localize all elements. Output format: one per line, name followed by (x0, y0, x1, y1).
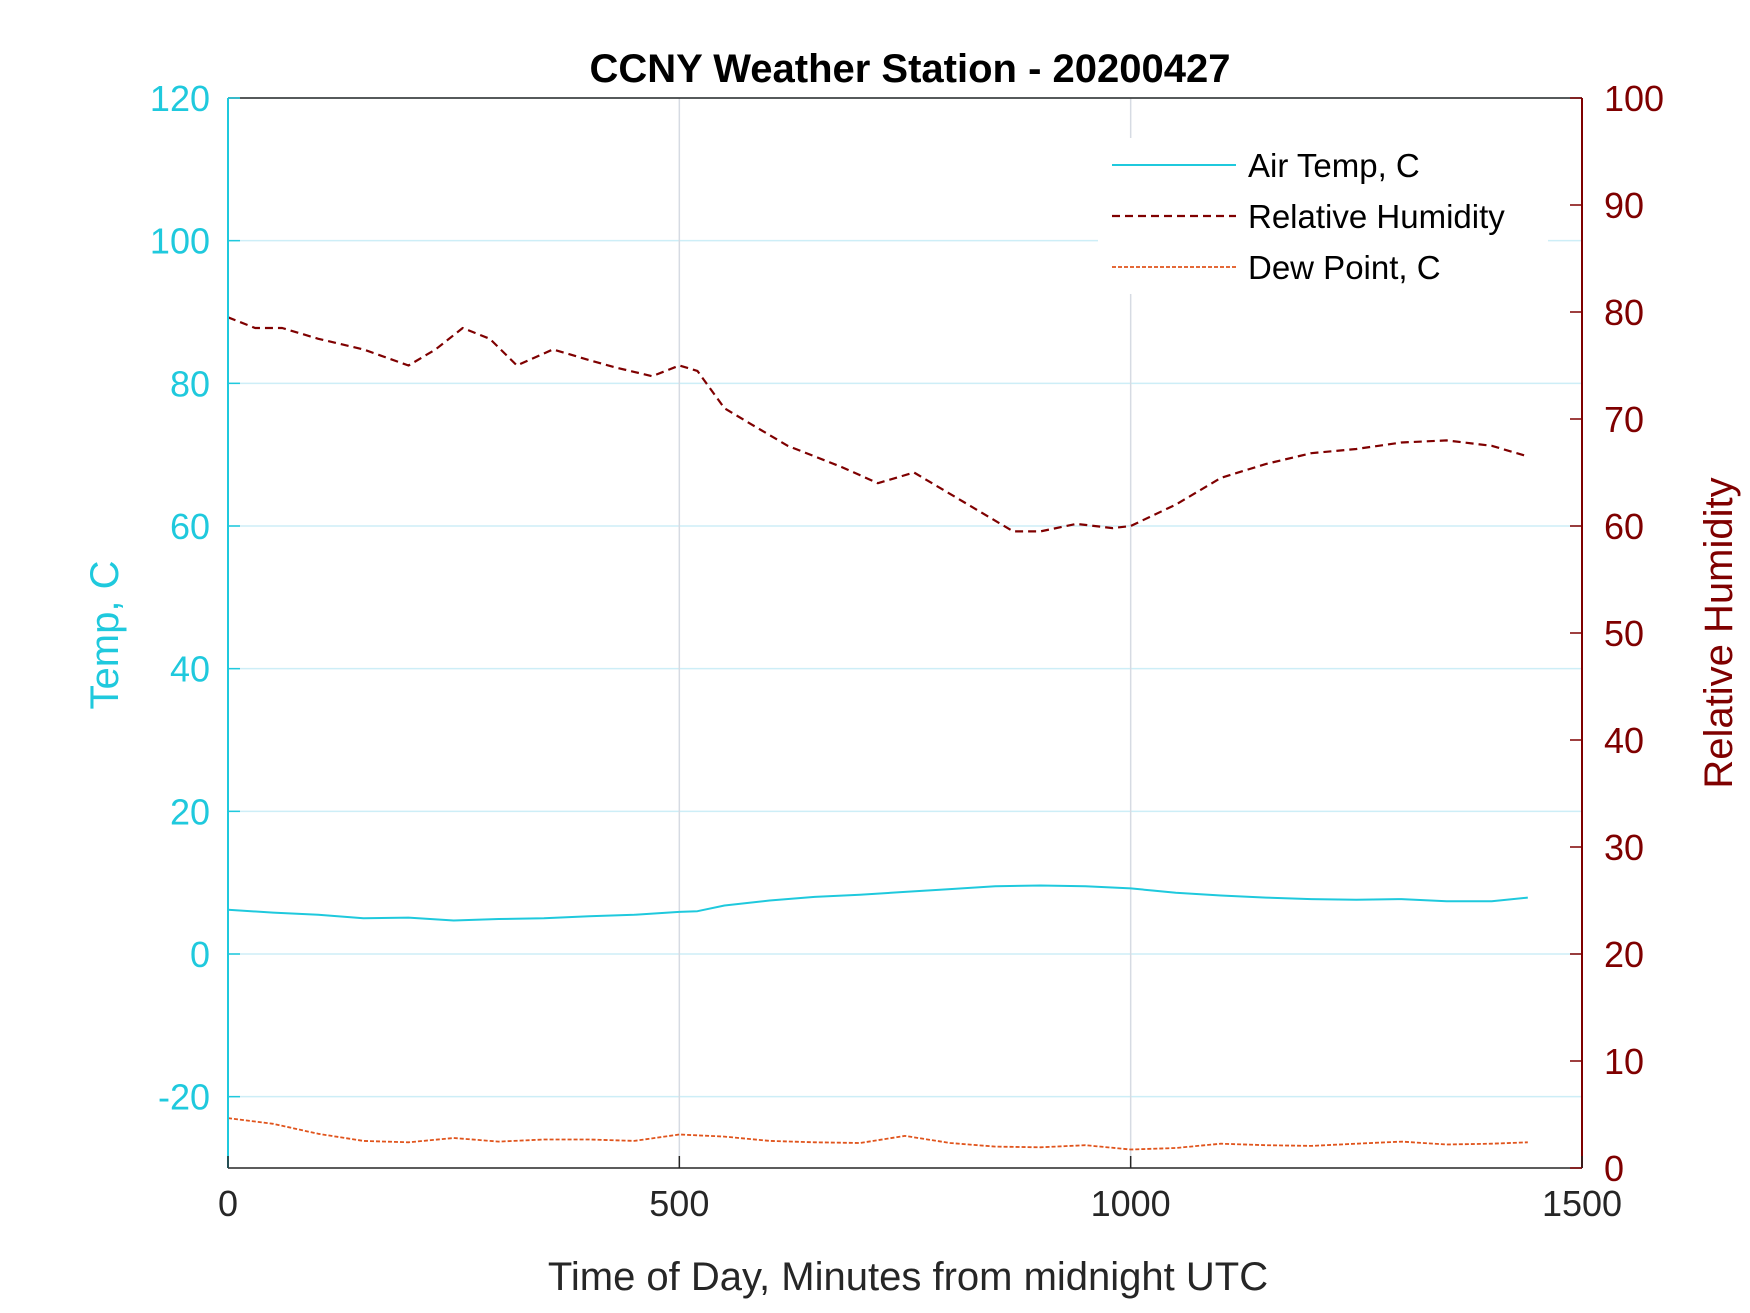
x-tick-label: 1000 (1091, 1183, 1171, 1224)
legend-label-2: Dew Point, C (1248, 249, 1441, 286)
x-axis-label: Time of Day, Minutes from midnight UTC (548, 1255, 1268, 1299)
y-right-tick-label: 30 (1604, 827, 1644, 868)
y-axis-label-right: Relative Humidity (1697, 477, 1741, 788)
y-left-tick-label: 20 (170, 791, 210, 832)
y-left-tick-label: 100 (150, 221, 210, 262)
y-left-tick-label: -20 (158, 1077, 210, 1118)
y-right-tick-label: 20 (1604, 934, 1644, 975)
y-axis-label-left: Temp, C (83, 561, 127, 710)
legend: Air Temp, C Relative Humidity Dew Point, C (1098, 138, 1548, 294)
y-left-tick-label: 0 (190, 934, 210, 975)
y-right-tick-label: 100 (1604, 78, 1664, 119)
legend-label-1: Relative Humidity (1248, 198, 1505, 235)
y-right-tick-label: 40 (1604, 720, 1644, 761)
y-left-tick-label: 40 (170, 649, 210, 690)
y-right-tick-label: 90 (1604, 185, 1644, 226)
y-right-tick-label: 0 (1604, 1148, 1624, 1189)
series-line-2 (227, 1117, 1528, 1151)
chart-title: CCNY Weather Station - 20200427 (590, 47, 1231, 91)
y-right-tick-label: 80 (1604, 292, 1644, 333)
series-layer (227, 316, 1529, 1151)
axes-layer (227, 97, 1583, 1169)
y-left-tick-label: 80 (170, 363, 210, 404)
y-right-tick-label: 60 (1604, 506, 1644, 547)
y-right-tick-label: 70 (1604, 399, 1644, 440)
y-right-tick-label: 50 (1604, 613, 1644, 654)
series-line-0 (227, 884, 1528, 922)
x-tick-label: 1500 (1542, 1183, 1622, 1224)
legend-label-0: Air Temp, C (1248, 147, 1420, 184)
y-left-tick-label: 60 (170, 506, 210, 547)
x-tick-label: 500 (649, 1183, 709, 1224)
x-tick-label: 0 (218, 1183, 238, 1224)
series-line-1 (227, 316, 1529, 533)
y-right-tick-label: 10 (1604, 1041, 1644, 1082)
y-left-tick-label: 120 (150, 78, 210, 119)
ticks-layer: 0 500 1000 1500 -20 0 20 40 60 80 100 120 0 10 20 30 40 5… (150, 78, 1664, 1224)
